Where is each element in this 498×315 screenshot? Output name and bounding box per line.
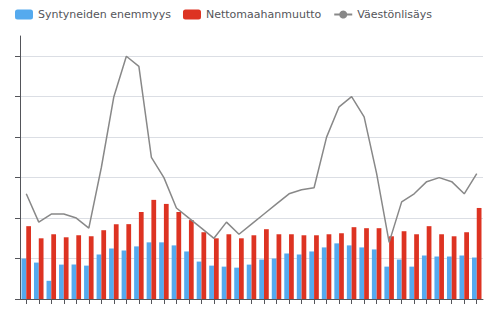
- svg-text:Syntyneiden enemmyys: Syntyneiden enemmyys: [38, 8, 171, 21]
- svg-text:Nettomaahanmuutto: Nettomaahanmuutto: [206, 8, 322, 21]
- svg-text:Väestönlisäys: Väestönlisäys: [357, 8, 432, 21]
